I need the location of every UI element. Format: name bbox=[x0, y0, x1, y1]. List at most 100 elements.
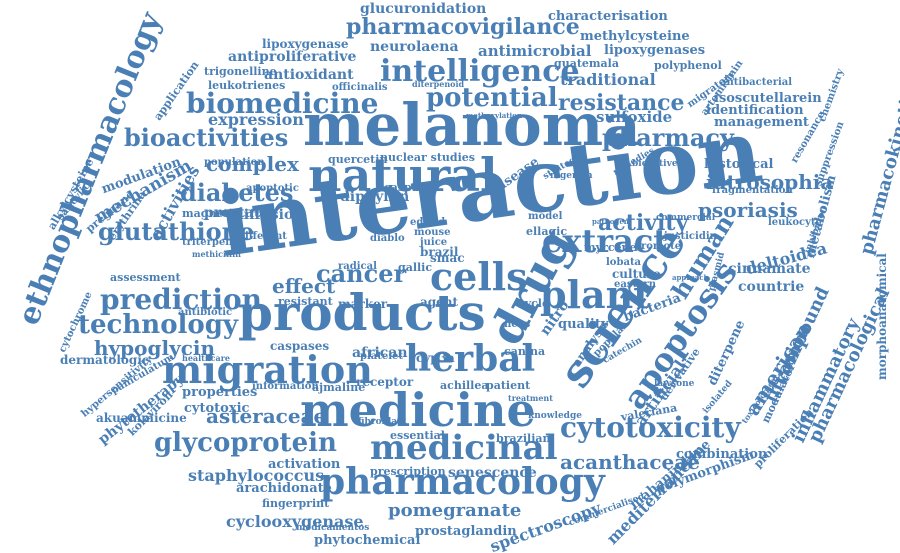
word: approach bbox=[672, 273, 709, 282]
word: historical bbox=[704, 157, 774, 172]
word: platelet bbox=[360, 351, 404, 362]
word: prescription bbox=[370, 465, 446, 478]
word: polyphenol bbox=[654, 59, 722, 72]
word: antiproliferative bbox=[228, 49, 357, 65]
word: pharmacovigilance bbox=[346, 14, 580, 40]
word: cytotoxicity bbox=[560, 411, 741, 444]
word: receptor bbox=[356, 375, 414, 389]
word: products bbox=[238, 283, 486, 342]
word: chemistry bbox=[817, 67, 847, 124]
word: methylcysteine bbox=[580, 29, 690, 44]
word: model bbox=[528, 211, 563, 222]
word: prostaglandin bbox=[415, 524, 517, 539]
word: traditional bbox=[560, 70, 656, 89]
word: biomedicine bbox=[186, 87, 379, 120]
word: cells bbox=[430, 254, 528, 299]
word: cyp3a bbox=[416, 351, 455, 365]
word: antioxidant bbox=[264, 67, 354, 83]
word: acanthaceae bbox=[560, 450, 700, 474]
word: cycle bbox=[518, 297, 549, 310]
word: leukotrienes bbox=[208, 79, 286, 92]
word: asteraceae bbox=[206, 404, 327, 428]
word: brazil bbox=[420, 245, 459, 259]
word: marker bbox=[338, 297, 388, 311]
word: achillea bbox=[440, 379, 489, 392]
word: methicillin bbox=[192, 249, 241, 259]
word: agent bbox=[420, 295, 459, 309]
word: lipoxygenases bbox=[604, 43, 706, 58]
word: lawsone bbox=[654, 379, 695, 389]
word: dermatologic bbox=[60, 353, 150, 367]
word: senescence bbox=[448, 465, 537, 481]
word: medicamentos bbox=[296, 523, 370, 533]
word: culture bbox=[612, 267, 661, 281]
word: myrcene bbox=[584, 241, 637, 254]
word: natural bbox=[308, 148, 498, 202]
word: melanoma bbox=[303, 91, 641, 159]
word: migration bbox=[162, 347, 373, 392]
word: antibacterial bbox=[720, 77, 793, 88]
word: quality bbox=[558, 317, 609, 332]
word: akuammicine bbox=[96, 411, 187, 425]
word: gallic bbox=[398, 261, 433, 274]
word: expression bbox=[208, 110, 304, 129]
word: magnetic bbox=[182, 207, 240, 220]
word: healthcare bbox=[182, 353, 230, 363]
word: commercial bbox=[656, 213, 716, 223]
word: phytochemical bbox=[314, 533, 421, 548]
word: medicinal bbox=[370, 428, 558, 468]
word: mouse bbox=[414, 227, 451, 238]
word: cinnamate bbox=[728, 261, 811, 277]
word: combination bbox=[676, 447, 768, 462]
word: iatrosophia bbox=[706, 170, 834, 194]
word: diabetes bbox=[180, 178, 294, 207]
word: bioactivities bbox=[124, 123, 289, 152]
word: pharmacokinetic bbox=[856, 86, 900, 257]
word: ellagic bbox=[526, 225, 568, 238]
word: pathogen bbox=[592, 217, 629, 226]
word: ajmaline bbox=[312, 381, 366, 394]
word: nigerian bbox=[550, 171, 593, 181]
word: diffusion bbox=[234, 207, 304, 223]
word: essential bbox=[390, 429, 445, 442]
word: apoptotic bbox=[246, 183, 299, 194]
word: glutathione bbox=[98, 217, 255, 246]
word: herbal bbox=[405, 338, 536, 380]
word: antibiotic bbox=[178, 307, 233, 318]
word: morphoanatomical bbox=[875, 253, 889, 380]
word: identification bbox=[706, 103, 804, 118]
word: quercetin bbox=[328, 153, 388, 166]
word: diterpenoid bbox=[412, 79, 465, 89]
word: hypoglycin bbox=[94, 336, 216, 360]
word: patient bbox=[486, 379, 531, 392]
word: cytotoxic bbox=[184, 401, 250, 416]
word: diterpene bbox=[705, 317, 749, 388]
word: population bbox=[204, 157, 265, 168]
word: lipoxygenase bbox=[262, 37, 349, 51]
word: smac bbox=[430, 251, 465, 265]
word: technology bbox=[78, 310, 239, 340]
word: pharmacy bbox=[602, 123, 734, 152]
word: guatemala bbox=[554, 57, 619, 70]
word: effect bbox=[272, 274, 336, 298]
word: neurolaena bbox=[370, 39, 459, 55]
word: assessment bbox=[110, 271, 181, 284]
word: methoxylation bbox=[466, 111, 522, 120]
word: plant bbox=[540, 272, 651, 317]
word: countrie bbox=[738, 279, 805, 295]
word: diablo bbox=[370, 233, 405, 244]
word: caspase bbox=[384, 181, 433, 194]
word: medicine bbox=[300, 383, 536, 437]
word: management bbox=[714, 115, 809, 130]
word: officinalis bbox=[332, 82, 388, 93]
word: staphylococcus bbox=[188, 466, 325, 485]
word: prostate bbox=[204, 205, 270, 221]
word: lobata bbox=[606, 257, 642, 268]
word: sulfoxide bbox=[596, 108, 673, 126]
word: triterpene bbox=[182, 237, 239, 248]
word: bioactive bbox=[632, 159, 678, 169]
word: brazilian bbox=[496, 432, 551, 445]
word: eastern bbox=[614, 279, 656, 290]
word: information bbox=[252, 381, 319, 392]
